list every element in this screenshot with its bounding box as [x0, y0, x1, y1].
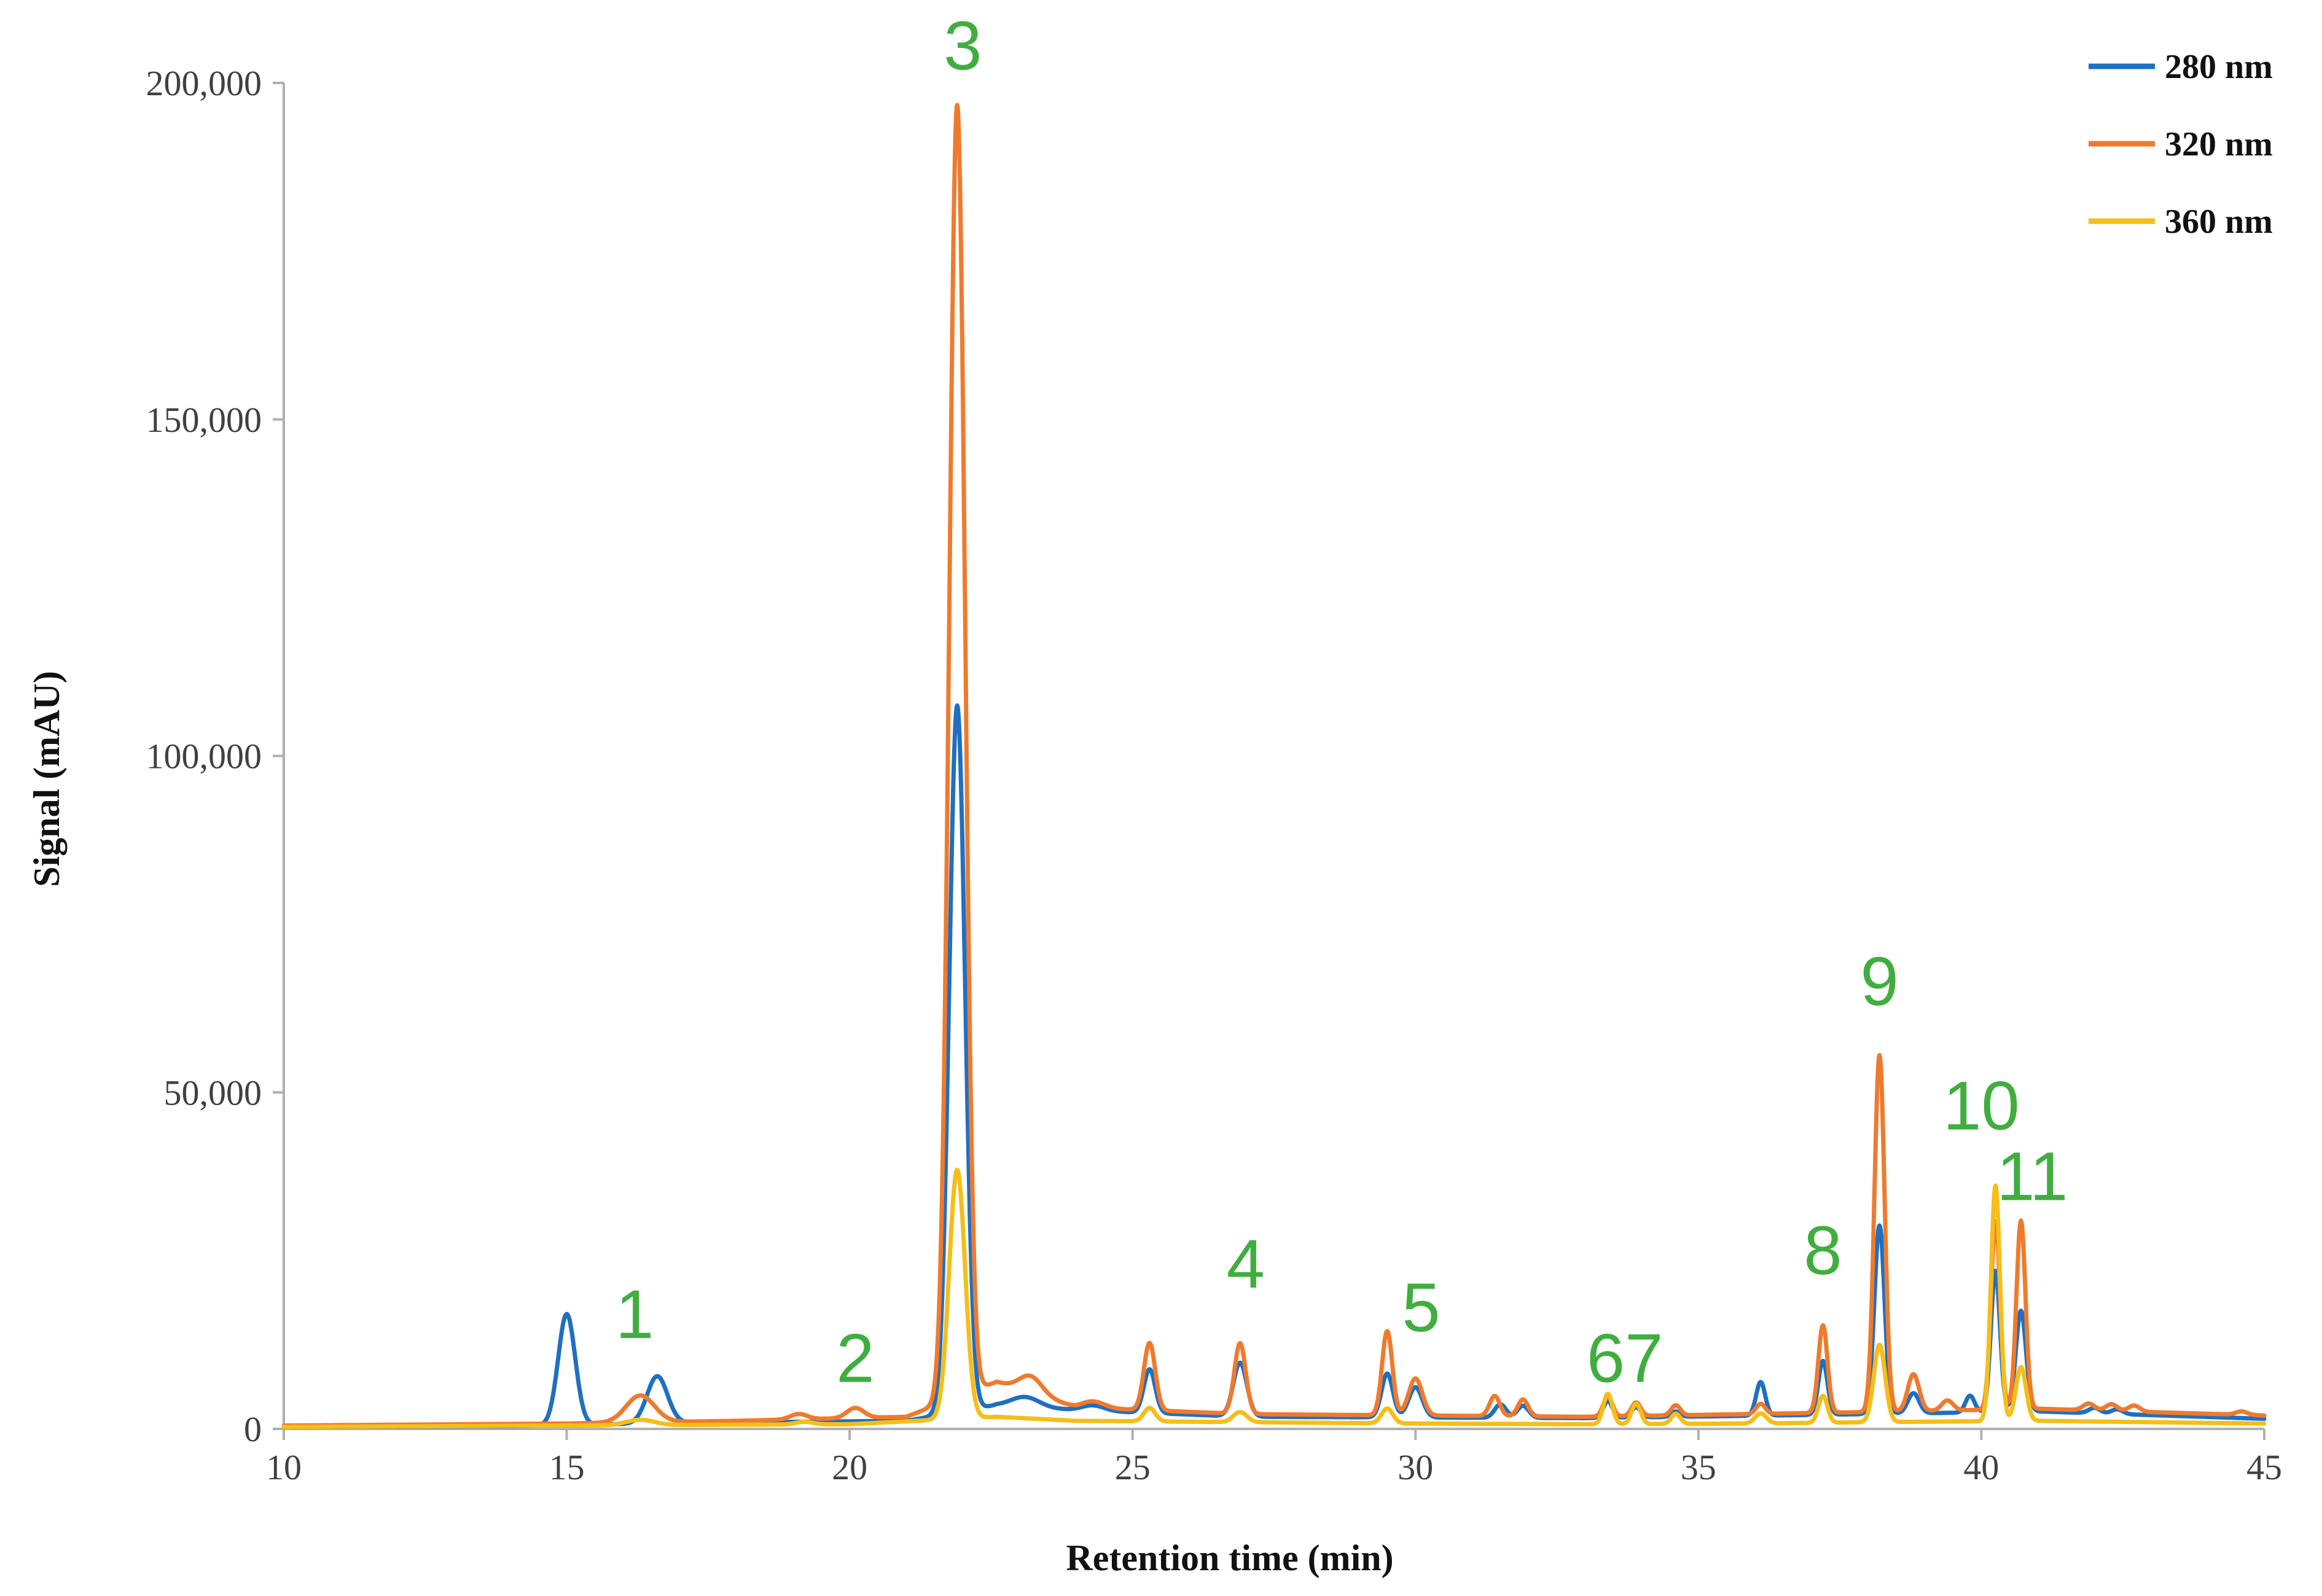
peak-label: 4 [1227, 1226, 1265, 1302]
x-axis-title: Retention time (min) [1066, 1538, 1393, 1578]
x-tick-label: 35 [1681, 1447, 1716, 1487]
series-line-280-nm [281, 703, 2267, 1430]
x-tick-label: 45 [2246, 1447, 2282, 1487]
series-line-360-nm [281, 1167, 2267, 1430]
y-tick-label: 200,000 [146, 63, 262, 103]
legend: 280 nm 320 nm 360 nm [2089, 48, 2273, 241]
y-axis-title: Signal (mAU) [26, 671, 67, 887]
x-tick-label: 15 [549, 1447, 585, 1487]
x-tick-label: 20 [832, 1447, 867, 1487]
y-tick-label: 0 [244, 1409, 262, 1449]
y-tick-label: 50,000 [164, 1073, 262, 1113]
x-tick-label: 30 [1398, 1447, 1433, 1487]
legend-label: 320 nm [2165, 125, 2273, 163]
series-line-320-nm [281, 103, 2267, 1428]
series-lines [281, 103, 2267, 1430]
legend-label: 280 nm [2165, 48, 2273, 86]
peak-label: 67 [1587, 1320, 1663, 1396]
peak-label: 5 [1402, 1269, 1440, 1346]
x-tick-label: 40 [1963, 1447, 1999, 1487]
legend-label: 360 nm [2165, 203, 2273, 241]
peak-label: 1 [616, 1276, 654, 1353]
x-tick-label: 25 [1115, 1447, 1151, 1487]
peak-label: 8 [1804, 1212, 1842, 1289]
peak-label: 10 [1943, 1068, 2020, 1144]
peak-label: 11 [1996, 1138, 2068, 1215]
x-tick-label: 10 [266, 1447, 302, 1487]
y-tick-label: 150,000 [146, 400, 262, 440]
y-tick-label: 100,000 [146, 737, 262, 776]
peak-label: 2 [836, 1320, 874, 1396]
peak-label: 9 [1860, 943, 1898, 1020]
peak-label: 3 [944, 7, 982, 84]
